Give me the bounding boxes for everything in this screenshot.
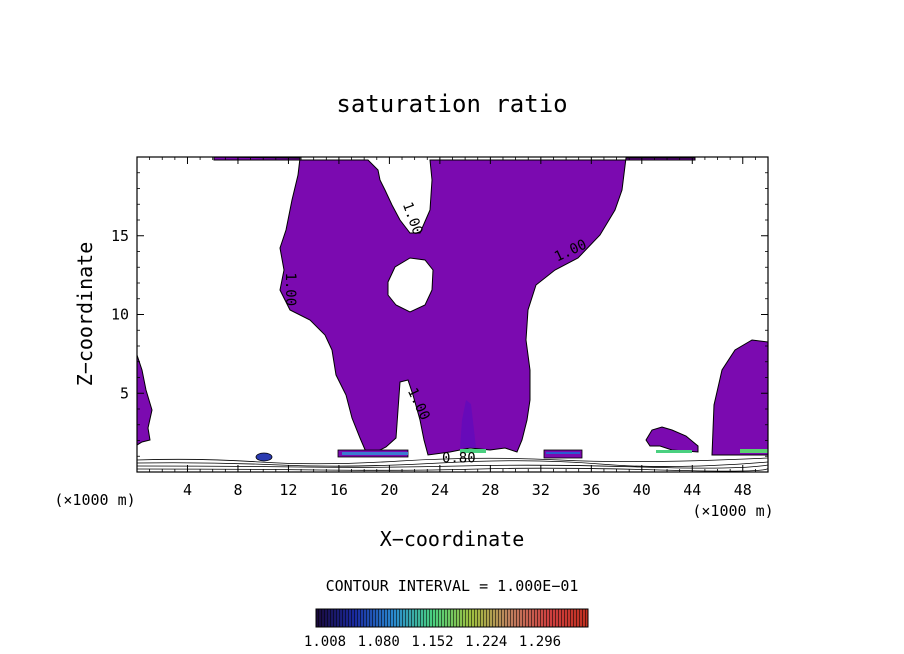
x-tick-label: 40 (633, 481, 651, 499)
colorbar: 1.008 1.080 1.152 1.224 1.296 (304, 608, 589, 650)
x-tick-label: 44 (683, 481, 701, 499)
patch-near-x10 (255, 452, 273, 462)
subsaturated-hole (387, 257, 434, 313)
y-axis-label: Z−coordinate (73, 242, 97, 387)
x-tick-label: 48 (734, 481, 752, 499)
streak-x48 (740, 449, 768, 453)
colorbar-tick-label: 1.008 (304, 634, 346, 650)
streak-x20 (342, 452, 408, 455)
x-tick-label: 12 (279, 481, 297, 499)
chart-title: saturation ratio (336, 90, 567, 118)
x-tick-label: 28 (481, 481, 499, 499)
surface-contour-lines (137, 457, 768, 472)
colorbar-tick-label: 1.224 (465, 634, 507, 650)
colorbar-tick-label: 1.152 (411, 634, 453, 650)
x-tick-label: 24 (431, 481, 449, 499)
patch-near-x42 (645, 426, 699, 453)
y-tick-label: 15 (111, 227, 129, 245)
colorbar-frame (315, 608, 589, 628)
contour-interval: CONTOUR INTERVAL = 1.000E−01 (326, 577, 579, 595)
colorbar-tick-label: 1.296 (519, 634, 561, 650)
streak-x43 (656, 450, 692, 453)
x-tick-label: 8 (233, 481, 242, 499)
colorbar-tick-label: 1.080 (358, 634, 400, 650)
column-x26 (460, 400, 476, 448)
x-axis-label: X−coordinate (380, 527, 525, 551)
y-axis-ticks: 5 10 15 (111, 172, 768, 457)
x-unit-right: (×1000 m) (692, 502, 773, 520)
x-tick-label: 16 (330, 481, 348, 499)
contour-label: 0.80 (442, 451, 476, 467)
supersaturated-region-right (711, 339, 768, 456)
y-tick-label: 5 (120, 384, 129, 402)
x-tick-label: 32 (532, 481, 550, 499)
contour-label: 1.00 (282, 272, 298, 306)
saturation-contour-fills (137, 157, 768, 472)
x-tick-label: 36 (582, 481, 600, 499)
supersaturated-region-main (213, 157, 696, 456)
colorbar-stripes (316, 609, 588, 627)
streak-x34 (546, 452, 580, 454)
x-unit-left: (×1000 m) (54, 491, 135, 509)
x-axis-ticks: 4 8 12 16 20 24 28 32 36 40 44 48 (149, 157, 756, 499)
x-tick-label: 4 (183, 481, 192, 499)
streak-x26 (460, 449, 486, 453)
colorbar-labels: 1.008 1.080 1.152 1.224 1.296 (304, 634, 561, 650)
x-tick-label: 20 (380, 481, 398, 499)
supersaturated-region-left (137, 354, 153, 446)
y-tick-label: 10 (111, 306, 129, 324)
